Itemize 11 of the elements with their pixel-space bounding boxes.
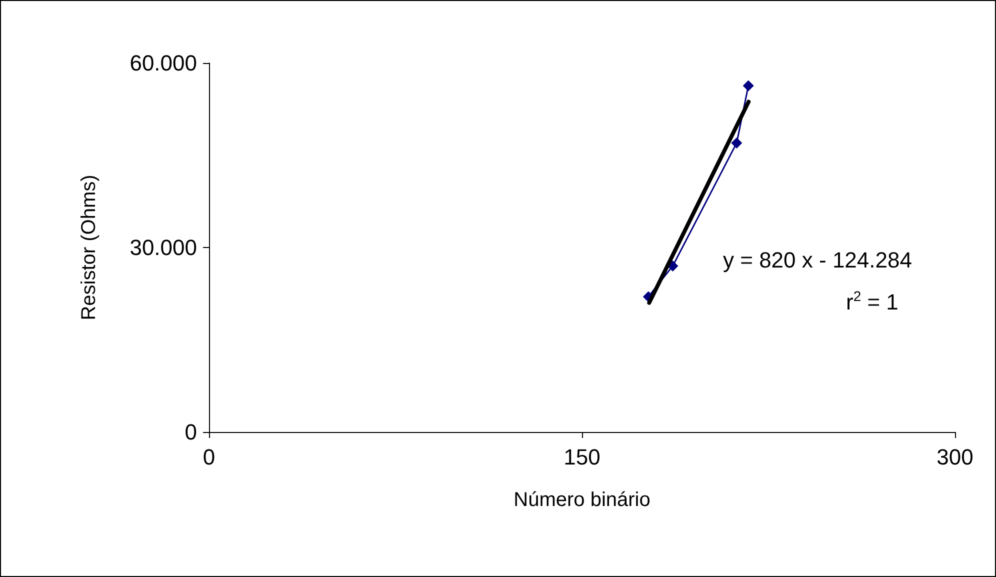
annotation: y = 820 x - 124.284 bbox=[723, 248, 912, 272]
x-tick-label: 0 bbox=[202, 444, 216, 470]
x-tick-label: 300 bbox=[936, 444, 974, 470]
x-axis-title: Número binário bbox=[514, 489, 650, 511]
y-tick-label: 60.000 bbox=[130, 50, 197, 76]
x-tick-label: 150 bbox=[564, 444, 600, 470]
y-axis-title: Resistor (Ohms) bbox=[78, 174, 100, 320]
point bbox=[731, 137, 742, 148]
point bbox=[742, 80, 754, 92]
y-tick-label: 30.000 bbox=[130, 235, 197, 260]
y-tick-label: 0 bbox=[184, 420, 197, 444]
